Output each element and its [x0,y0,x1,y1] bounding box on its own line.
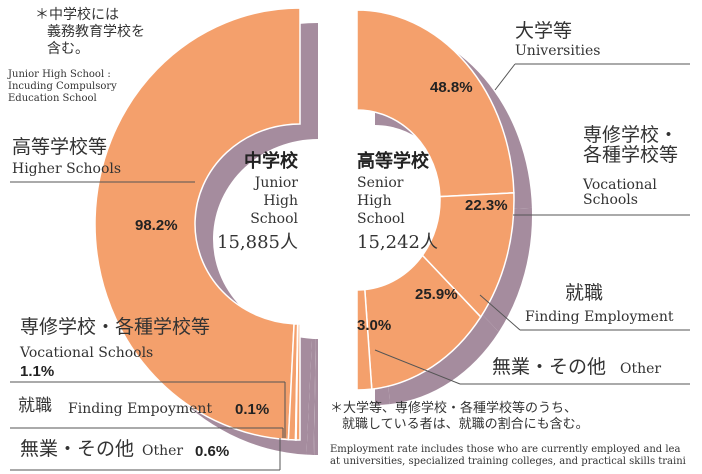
value-label: 25.9% [415,286,458,303]
category-label: 無業・その他 [20,438,135,460]
category-label-en: Other [142,443,184,459]
center-subtitle: Junior [254,175,298,191]
category-label-en: Other [620,361,662,377]
category-label-en: Finding Employment [525,309,674,325]
segment [94,7,301,441]
note-en: Incuding Compulsory [8,81,117,92]
category-label-en: Vocational Schools [20,345,154,361]
center-total: 15,242人 [357,232,438,253]
donut [94,7,318,455]
segment-shadow [306,338,316,455]
center-total: 15,885人 [217,232,298,253]
note-en: Employment rate includes those who are c… [330,444,681,455]
segment [356,288,373,391]
value-label: 0.6% [195,443,230,460]
center-title: 中学校 [244,151,298,171]
value-label: 1.1% [20,363,55,380]
center-title: 高等学校 [357,151,429,171]
note: ＊大学等、専修学校・各種学校等のうち、 [330,401,578,416]
note: 義務教育学校を [47,24,145,40]
category-label: 高等学校等 [12,136,108,158]
center-subtitle: School [250,211,298,227]
category-label: 就職 [18,396,52,416]
segment-shadow [314,338,318,455]
value-label: 98.2% [135,217,178,234]
center-subtitle: High [357,193,392,209]
segment-shadow [313,338,317,455]
note: ＊中学校には [35,7,119,23]
value-label: 0.1% [235,401,270,418]
note-en: at universities, specialized training co… [330,456,686,467]
value-label: 3.0% [357,317,392,334]
center-subtitle: Senior [357,175,404,191]
center-subtitle: High [263,193,298,209]
category-label: 就職 [565,282,604,304]
note-en: Education School [8,93,97,104]
note: 就職している者は、就職の割合にも含む。 [342,417,589,432]
note-en: Junior High School : [8,69,111,80]
donut [356,9,532,405]
category-label-en: Universities [515,43,601,59]
category-label-en: Vocational Schools [583,177,657,208]
note: 含む。 [47,41,89,57]
category-label: 大学等 [515,20,573,42]
segment [356,9,515,198]
category-label: 専修学校・各種学校等 [583,124,679,166]
category-label: 専修学校・各種学校等 [20,316,211,338]
value-label: 22.3% [465,197,508,214]
segment [295,323,301,441]
center-subtitle: School [357,211,405,227]
leader-lines [10,63,690,471]
category-label-en: Higher Schools [12,161,122,177]
category-label: 無業・その他 [492,356,607,378]
category-label-en: Finding Empoyment [68,401,213,417]
value-label: 48.8% [430,79,473,96]
